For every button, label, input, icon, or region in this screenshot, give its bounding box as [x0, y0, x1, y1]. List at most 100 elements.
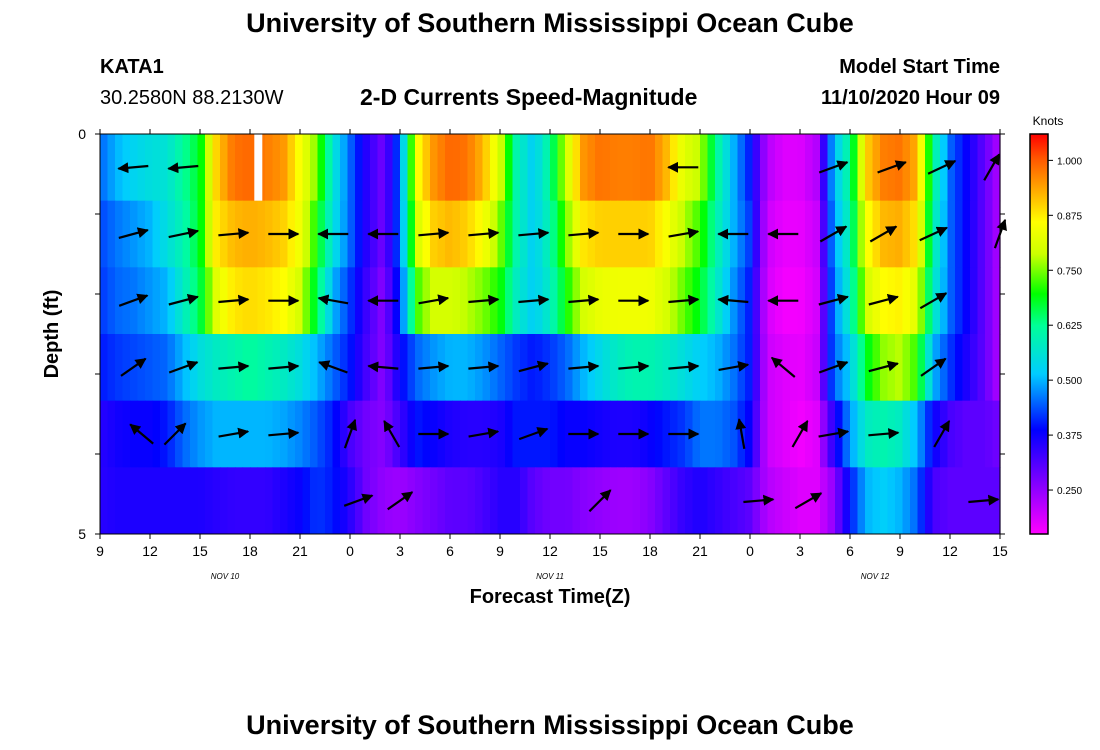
- heatmap-cell: [452, 200, 461, 268]
- heatmap-cell: [595, 134, 604, 202]
- heatmap-cell: [302, 467, 311, 535]
- x-tick-label: 6: [846, 543, 854, 559]
- heatmap-cell: [887, 200, 896, 268]
- heatmap-cell: [782, 400, 791, 468]
- heatmap-cell: [122, 400, 131, 468]
- heatmap-cell: [550, 467, 559, 535]
- heatmap-cell: [947, 134, 956, 202]
- heatmap-cell: [497, 200, 506, 268]
- heatmap-cell: [190, 334, 199, 402]
- heatmap-cell: [925, 334, 934, 402]
- page-title-bottom: University of Southern Mississippi Ocean…: [246, 710, 854, 740]
- heatmap-cell: [610, 267, 619, 335]
- colorbar-tick-label: 0.750: [1057, 266, 1082, 277]
- heatmap-cell: [745, 334, 754, 402]
- heatmap-cell: [437, 467, 446, 535]
- heatmap-cell: [857, 334, 866, 402]
- x-tick-label: 3: [796, 543, 804, 559]
- current-arrow: [163, 422, 187, 446]
- heatmap-cell: [212, 400, 221, 468]
- heatmap-cell: [355, 334, 364, 402]
- heatmap-cell: [242, 267, 251, 335]
- heatmap-cell: [430, 467, 439, 535]
- heatmap-cell: [940, 267, 949, 335]
- current-arrow: [518, 360, 549, 373]
- heatmap-cell: [250, 400, 259, 468]
- heatmap-cell: [347, 467, 356, 535]
- current-arrow: [117, 162, 149, 174]
- heatmap-cell: [775, 134, 784, 202]
- heatmap-cell: [835, 467, 844, 535]
- x-tick-label: 15: [192, 543, 208, 559]
- heatmap-cell: [452, 467, 461, 535]
- heatmap-cell: [362, 467, 371, 535]
- current-arrow: [668, 294, 700, 306]
- heatmap-cell: [257, 467, 266, 535]
- heatmap-cell: [160, 267, 169, 335]
- heatmap-cell: [407, 467, 416, 535]
- heatmap-cell: [745, 267, 754, 335]
- current-arrow: [668, 227, 700, 239]
- current-arrow: [518, 294, 550, 306]
- heatmap-cell: [400, 200, 409, 268]
- heatmap-cell: [160, 400, 169, 468]
- heatmap-cell: [557, 400, 566, 468]
- heatmap-cell: [865, 467, 874, 535]
- heatmap-cell: [490, 134, 499, 202]
- heatmap-cell: [145, 134, 154, 202]
- heatmap-cell: [647, 267, 656, 335]
- heatmap-cell: [197, 334, 206, 402]
- x-tick-label: 12: [942, 543, 958, 559]
- heatmap-cell: [152, 400, 161, 468]
- heatmap-cell: [280, 467, 289, 535]
- heatmap-cell: [542, 334, 551, 402]
- heatmap-cell: [115, 400, 124, 468]
- heatmap-cell: [310, 467, 319, 535]
- heatmap-cell: [137, 267, 146, 335]
- heatmap-cell: [250, 334, 259, 402]
- heatmap-cell: [340, 267, 349, 335]
- heatmap-cell: [842, 467, 851, 535]
- heatmap-cell: [197, 267, 206, 335]
- heatmap-cell: [670, 200, 679, 268]
- heatmap-cell: [505, 267, 514, 335]
- heatmap-cell: [610, 334, 619, 402]
- heatmap-cell: [152, 200, 161, 268]
- heatmap-cell: [752, 267, 761, 335]
- current-arrow: [919, 226, 948, 242]
- heatmap-cell: [527, 134, 536, 202]
- heatmap-cell: [617, 134, 626, 202]
- heatmap-cell: [820, 267, 829, 335]
- heatmap-cell: [797, 467, 806, 535]
- heatmap-cell: [407, 334, 416, 402]
- heatmap-cell: [985, 400, 994, 468]
- heatmap-cell: [700, 467, 709, 535]
- current-arrow: [120, 357, 147, 377]
- heatmap-cell: [895, 467, 904, 535]
- x-tick-label: 9: [96, 543, 104, 559]
- model-start-value: 11/10/2020 Hour 09: [820, 87, 1000, 109]
- heatmap-cell: [707, 467, 716, 535]
- heatmap-cell: [400, 400, 409, 468]
- heatmap-cell: [887, 467, 896, 535]
- heatmap-cell: [895, 400, 904, 468]
- heatmap-cell: [842, 334, 851, 402]
- heatmap-cell: [917, 200, 926, 268]
- heatmap-cell: [377, 134, 386, 202]
- heatmap-cell: [857, 200, 866, 268]
- heatmap-cell: [910, 400, 919, 468]
- current-arrow: [218, 294, 250, 306]
- heatmap-cell: [767, 400, 776, 468]
- heatmap-cell: [527, 467, 536, 535]
- heatmap-cell: [362, 400, 371, 468]
- heatmap-cell: [947, 400, 956, 468]
- heatmap-cell: [445, 467, 454, 535]
- heatmap-cell: [130, 467, 139, 535]
- current-arrow: [218, 427, 250, 439]
- heatmap-cell: [212, 267, 221, 335]
- heatmap-cell: [205, 200, 214, 268]
- heatmap-cell: [160, 134, 169, 202]
- heatmap-cell: [542, 134, 551, 202]
- heatmap-cell: [512, 467, 521, 535]
- heatmap-cell: [602, 334, 611, 402]
